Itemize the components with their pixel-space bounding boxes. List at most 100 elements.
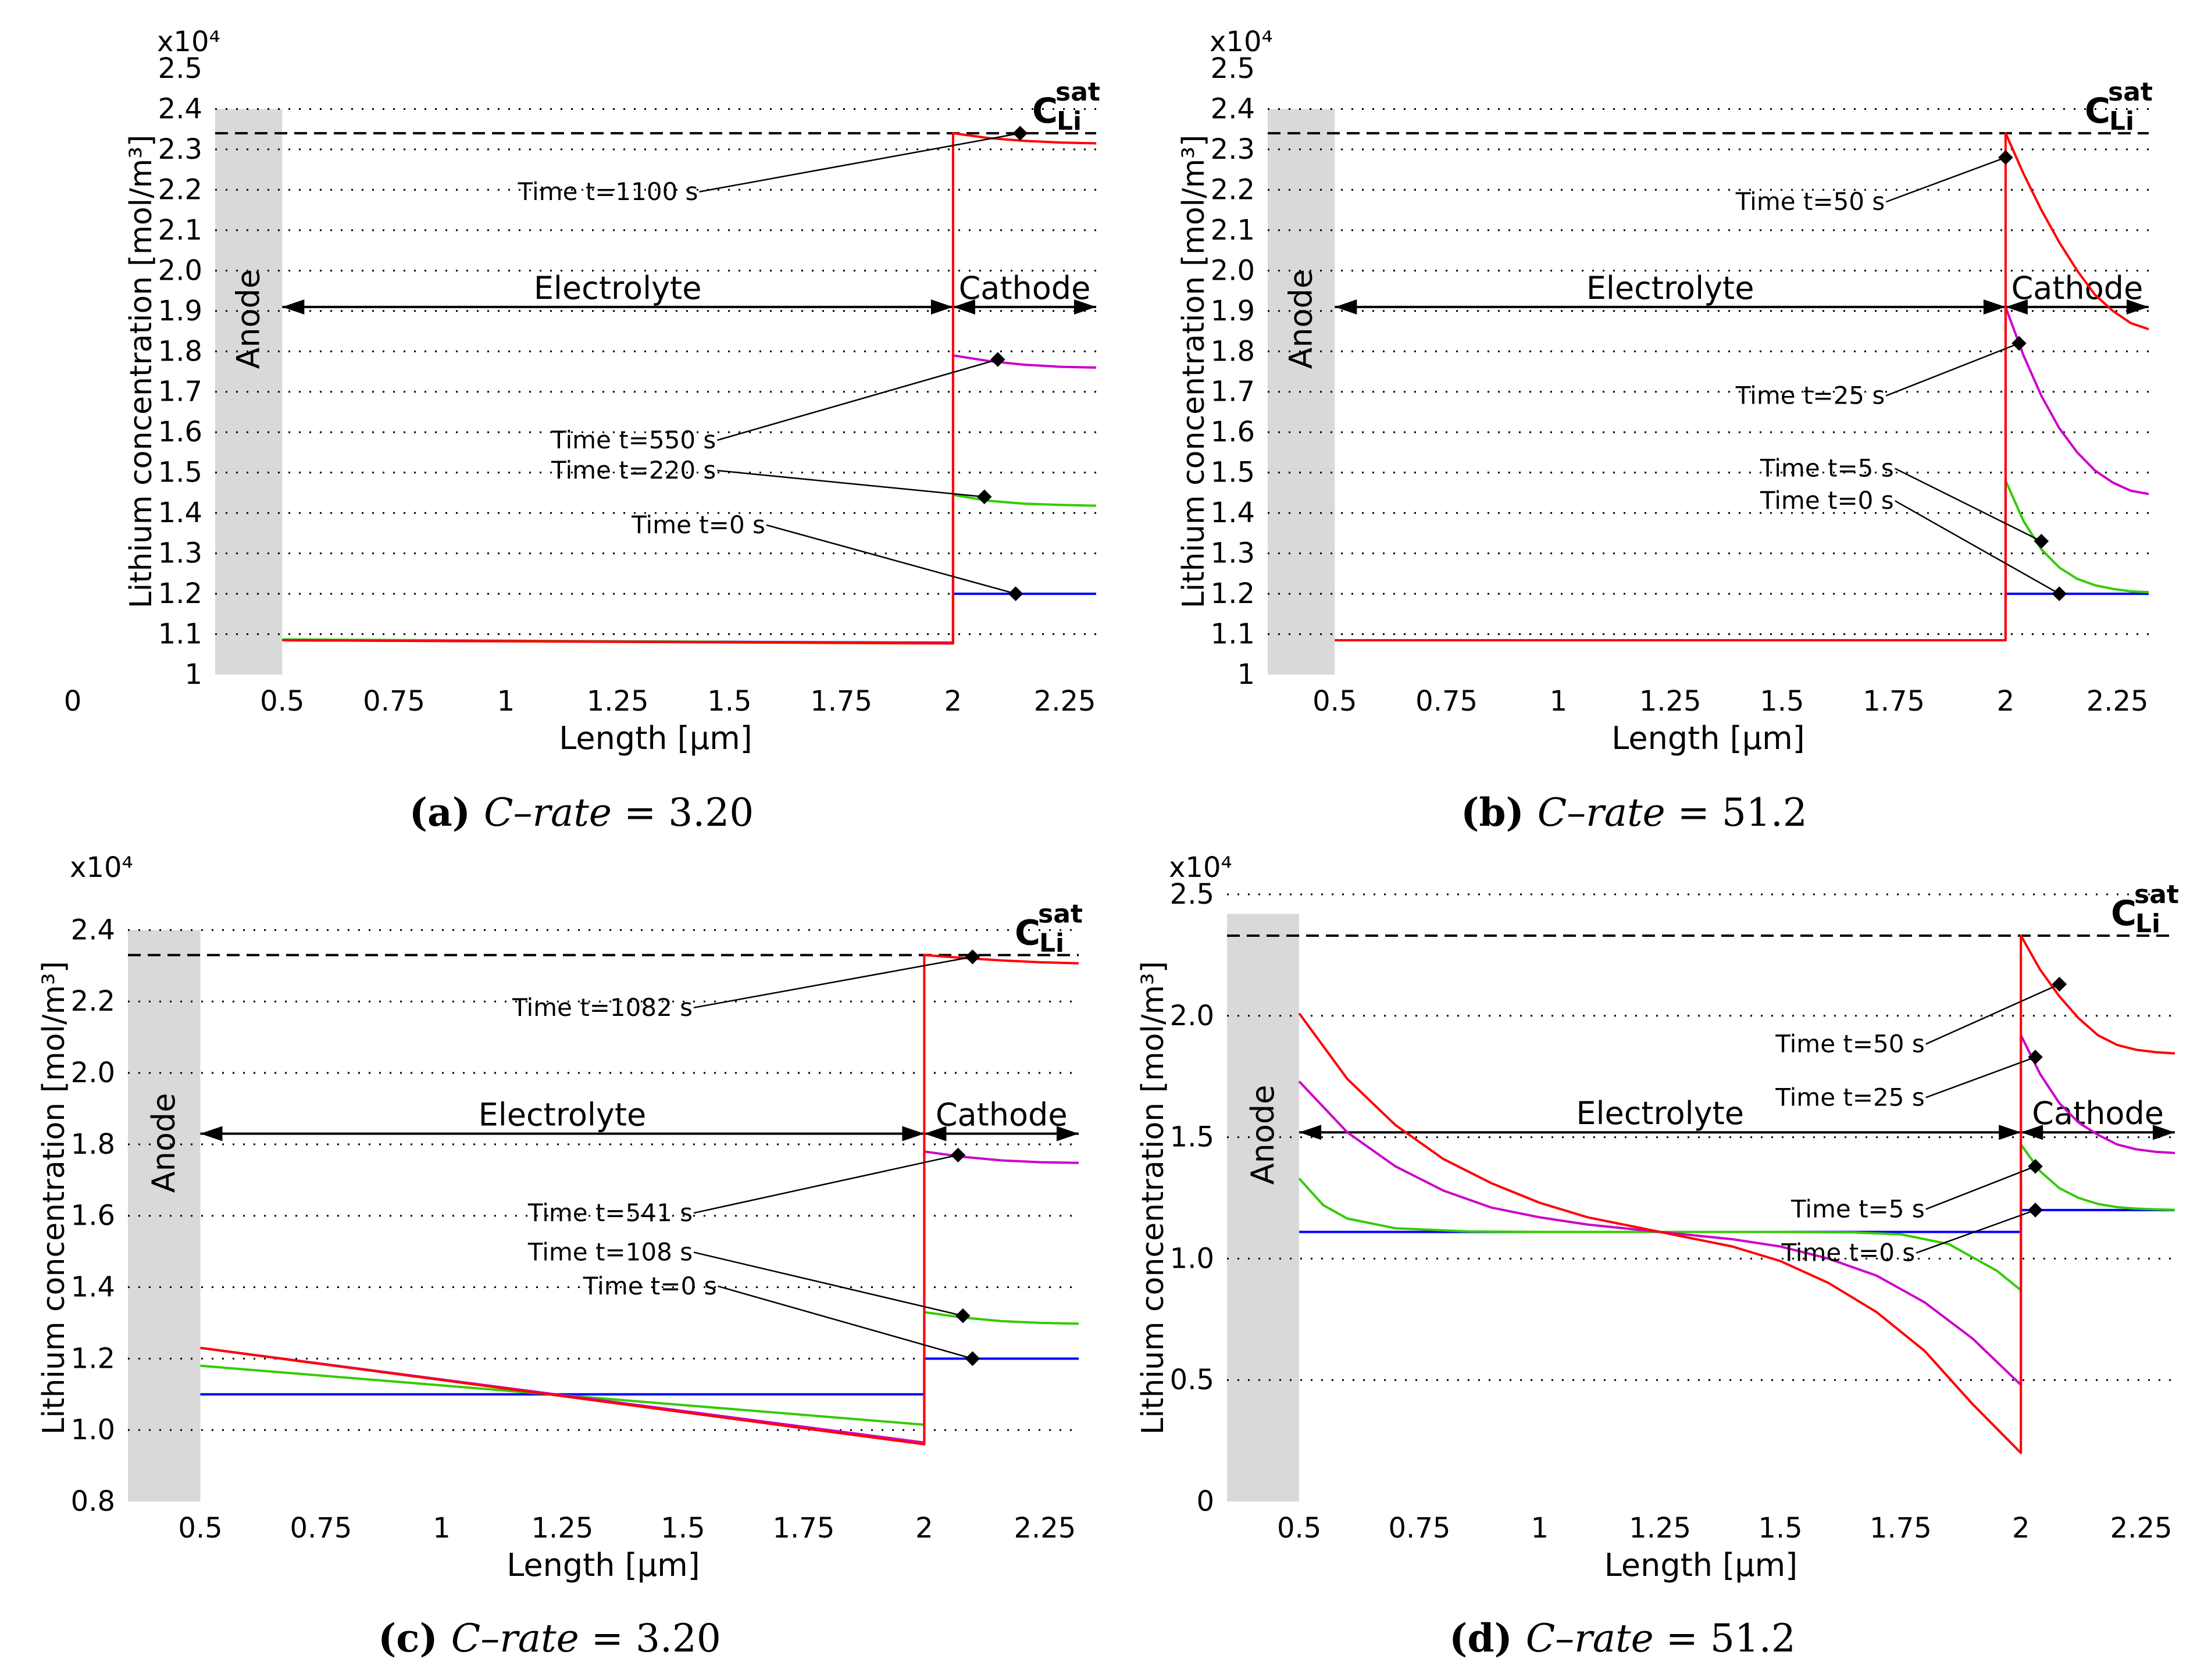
cathode-label: Cathode: [2032, 1095, 2164, 1132]
anode-region: [215, 109, 283, 675]
anode-label: Anode: [145, 1093, 182, 1193]
y-multiplier: x10⁴: [1169, 851, 1232, 884]
annotation-leader: [718, 1285, 973, 1360]
cathode-arrow-head-left: [924, 1126, 947, 1142]
y-tick-label: 2.3: [1211, 133, 1255, 166]
y-tick-label: 1.8: [71, 1128, 115, 1161]
electrolyte-label: Electrolyte: [534, 270, 702, 306]
cathode-arrow-head-right: [2127, 299, 2149, 315]
caption-variable: C–rate: [1538, 790, 1678, 835]
annotation-label: Time t=550 s: [551, 426, 716, 454]
anode-label: Anode: [1244, 1085, 1281, 1185]
y-tick-label: 1.6: [71, 1200, 115, 1232]
saturation-sup: sat: [1055, 77, 1100, 107]
x-tick-label: 0.75: [1389, 1512, 1451, 1545]
cathode-label: Cathode: [936, 1096, 1068, 1133]
x-axis-label: Length [µm]: [559, 720, 752, 757]
electrolyte-arrow-head-right: [902, 1126, 925, 1142]
saturation-sup: sat: [2134, 880, 2179, 909]
y-tick-label: 1.6: [158, 416, 202, 448]
saturation-label: C: [2085, 91, 2110, 131]
saturation-sub: Li: [1039, 928, 1064, 958]
y-tick-label: 2.1: [158, 214, 202, 247]
annotation-leader: [1895, 500, 2060, 595]
y-tick-label: 2.5: [1170, 878, 1214, 911]
caption-label: (c): [378, 1615, 451, 1661]
y-tick-label: 2.2: [1211, 173, 1255, 206]
x-tick-label: 1: [497, 685, 515, 718]
y-tick-label: 1.4: [1211, 497, 1255, 529]
y-tick-label: 1.2: [1211, 577, 1255, 610]
saturation-sub: Li: [2135, 909, 2160, 939]
x-tick-label: 1.25: [1629, 1512, 1691, 1545]
annotation-label: Time t=541 s: [527, 1199, 693, 1227]
x-tick-label: 1.75: [1870, 1512, 1932, 1545]
anode-region: [1268, 109, 1335, 675]
electrolyte-arrow-head-right: [1983, 299, 2006, 315]
x-tick-label: 2.25: [1034, 685, 1096, 718]
saturation-label: C: [1032, 91, 1058, 131]
x-tick-label: 0.75: [1415, 685, 1478, 718]
y-tick-label: 1.3: [1211, 537, 1255, 570]
annotation-label: Time t=5 s: [1790, 1194, 1925, 1223]
annotation-label: Time t=220 s: [551, 456, 716, 484]
y-tick-label: 2.2: [158, 173, 202, 206]
electrolyte-arrow-head-right: [1999, 1125, 2021, 1140]
x-tick-label: 2: [1997, 685, 2015, 718]
annotation-leader: [693, 1251, 964, 1317]
y-tick-label: 2.0: [158, 254, 202, 287]
y-tick-label: 2.3: [158, 133, 202, 166]
series-line-time-t-50-s: [1298, 934, 2175, 1454]
x-tick-label: 1.5: [1760, 685, 1804, 718]
annotation-leader: [699, 132, 1021, 192]
x-tick-label-origin: 0: [64, 685, 82, 718]
caption-value: = 3.20: [624, 790, 754, 835]
x-tick-label: 2: [915, 1512, 933, 1545]
x-tick-label: 2: [944, 685, 962, 718]
x-tick-label: 1.5: [1758, 1512, 1802, 1545]
x-tick-label: 1: [1550, 685, 1568, 718]
electrolyte-arrow-head-left: [200, 1126, 223, 1142]
y-tick-label: 1.8: [158, 335, 202, 368]
annotation-label: Time t=0 s: [1781, 1239, 1915, 1267]
x-tick-label: 1.25: [587, 685, 649, 718]
y-tick-label: 1: [1237, 658, 1255, 691]
y-tick-label: 0.8: [71, 1485, 115, 1518]
y-tick-label: 1.9: [1211, 295, 1255, 327]
x-tick-label: 1.75: [1863, 685, 1925, 718]
y-tick-label: 2.0: [1170, 1000, 1214, 1032]
y-tick-label: 1.6: [1211, 416, 1255, 448]
saturation-label: C: [1015, 912, 1040, 953]
y-tick-label: 2.0: [1211, 254, 1255, 287]
electrolyte-arrow-head-left: [282, 299, 305, 315]
saturation-sub: Li: [1057, 106, 1082, 136]
annotation-label: Time t=50 s: [1775, 1029, 1924, 1058]
y-tick-label: 2.5: [1211, 52, 1255, 85]
x-tick-label: 2.25: [2110, 1512, 2173, 1545]
annotation-label: Time t=0 s: [631, 511, 765, 539]
y-multiplier: x10⁴: [1210, 26, 1273, 58]
panel-caption: (d) C–rate = 51.2: [1449, 1615, 1796, 1661]
cathode-arrow-head-left: [2005, 299, 2028, 315]
annotation-leader: [766, 524, 1016, 595]
y-tick-label: 2.2: [71, 985, 115, 1018]
y-tick-label: 2.0: [71, 1057, 115, 1089]
caption-variable: C–rate: [484, 790, 624, 835]
x-tick-label: 1.75: [810, 685, 872, 718]
y-tick-label: 1.7: [1211, 376, 1255, 408]
y-tick-label: 1.7: [158, 376, 202, 408]
electrolyte-arrow-head-right: [930, 299, 953, 315]
y-tick-label: 1.0: [1170, 1242, 1214, 1275]
annotation-leader: [1925, 983, 2060, 1045]
y-tick-label: 2.4: [158, 92, 202, 125]
x-tick-label: 1.25: [1639, 685, 1702, 718]
y-tick-label: 1.3: [158, 537, 202, 570]
annotation-label: Time t=5 s: [1760, 454, 1894, 483]
panel-caption: (c) C–rate = 3.20: [378, 1615, 721, 1661]
x-tick-label: 0.5: [178, 1512, 222, 1545]
caption-variable: C–rate: [451, 1616, 591, 1661]
